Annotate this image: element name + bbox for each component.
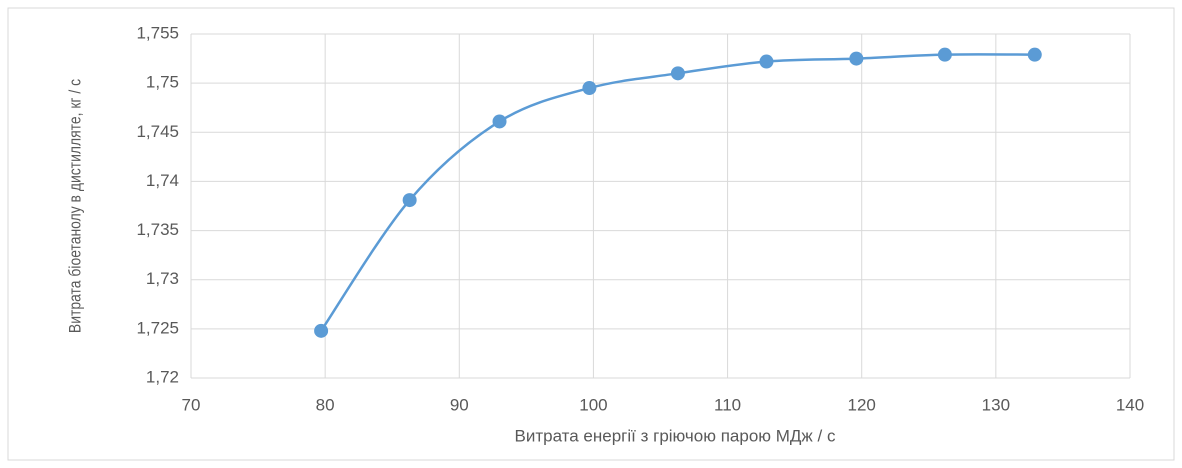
y-tick-label: 1,755 [136,23,179,42]
y-axis-title: Витрата біоетанолу в дистилляте, кг / с [66,79,85,333]
y-tick-label: 1,73 [146,269,179,288]
series-line [320,53,1035,332]
x-tick-label: 110 [714,395,741,414]
data-point [759,54,774,69]
x-axis-title: Витрата енергії з гріючою парою МДж / с [515,426,836,445]
data-point [582,81,597,96]
x-tick-label: 80 [316,395,335,414]
data-point [670,66,685,81]
y-tick-label: 1,745 [136,122,179,141]
y-tick-label: 1,725 [136,318,179,337]
chart-frame [7,7,1175,461]
data-point [314,323,329,338]
x-tick-label: 120 [848,395,876,414]
data-point [849,51,864,66]
x-tick-label: 70 [182,395,201,414]
y-tick-label: 1,74 [146,171,179,190]
x-tick-label: 130 [982,395,1010,414]
y-tick-label: 1,75 [146,73,179,92]
x-tick-label: 100 [579,395,607,414]
data-point [937,47,952,62]
y-tick-label: 1,735 [136,220,179,239]
data-point [402,193,417,208]
x-tick-label: 90 [450,395,469,414]
data-point [492,114,507,129]
y-tick-label: 1,72 [146,367,179,386]
x-tick-label: 140 [1116,395,1144,414]
data-point [1027,47,1042,62]
